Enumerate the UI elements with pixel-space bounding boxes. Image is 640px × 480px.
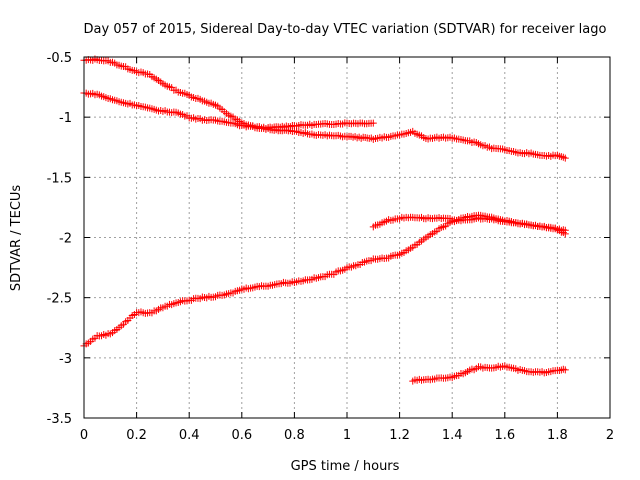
y-tick-labels: -3.5 -3 -2.5 -2 -1.5 -1 -0.5	[47, 51, 72, 427]
data-point	[561, 154, 569, 162]
y-tick-label: -0.5	[47, 51, 72, 66]
x-tick-label: 2	[606, 428, 614, 443]
y-tick-label: -3.5	[47, 412, 72, 427]
data-point	[561, 226, 569, 234]
y-tick-label: -1.5	[47, 171, 72, 186]
y-axis-label: SDTVAR / TECUs	[9, 185, 24, 292]
plot-frame	[83, 56, 611, 419]
y-tick-label: -2.5	[47, 292, 72, 307]
data-series	[80, 55, 569, 385]
x-tick-label: 0.2	[126, 428, 147, 443]
series-satellite-e	[409, 362, 569, 385]
x-tick-label: 1.4	[442, 428, 463, 443]
x-axis-label: GPS time / hours	[291, 459, 400, 474]
x-tick-label: 0	[80, 428, 88, 443]
data-point	[561, 366, 569, 374]
x-tick-label: 1.8	[547, 428, 568, 443]
series-satellite-d	[369, 213, 569, 234]
x-tick-label: 1	[343, 428, 351, 443]
x-tick-label: 1.6	[494, 428, 515, 443]
series-satellite-b	[80, 89, 569, 162]
x-tick-label: 0.6	[231, 428, 252, 443]
x-tick-label: 0.8	[284, 428, 305, 443]
y-tick-label: -3	[59, 352, 72, 367]
x-tick-label: 0.4	[179, 428, 200, 443]
x-tick-labels: 0 0.2 0.4 0.6 0.8 1 1.2 1.4 1.6 1.8 2	[80, 428, 614, 443]
y-tick-label: -2	[59, 232, 72, 247]
x-tick-label: 1.2	[389, 428, 410, 443]
data-point	[369, 119, 377, 127]
chart-title: Day 057 of 2015, Sidereal Day-to-day VTE…	[84, 22, 607, 37]
y-tick-label: -1	[59, 111, 72, 126]
series-satellite-c	[80, 211, 569, 350]
